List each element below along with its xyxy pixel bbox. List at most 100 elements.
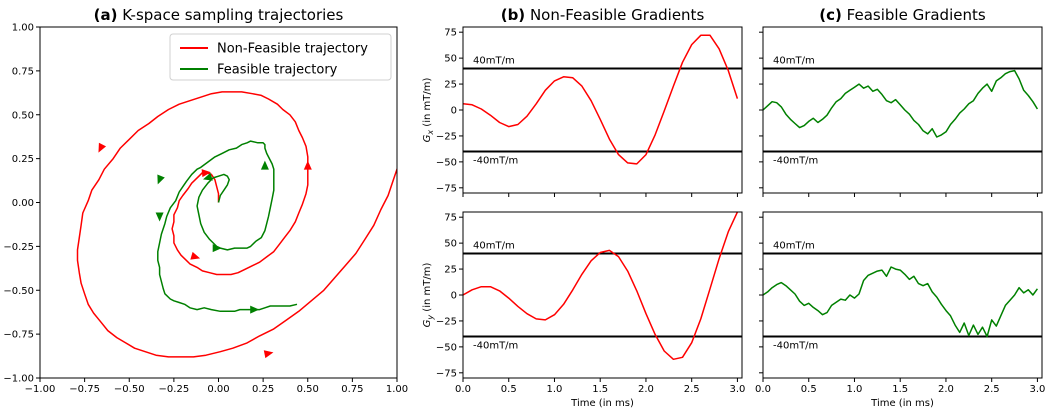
chart-title-text: Feasible Gradients bbox=[842, 6, 986, 24]
x-tick-label: 0.5 bbox=[501, 384, 517, 395]
x-tick-label: −0.50 bbox=[114, 384, 145, 395]
x-axis-label: Time (in ms) bbox=[870, 398, 934, 409]
direction-arrow bbox=[155, 212, 164, 222]
x-axis-label: Time (in ms) bbox=[570, 398, 634, 409]
y-axis-label-subscript: y bbox=[426, 315, 435, 321]
reference-line-label: -40mT/m bbox=[473, 156, 518, 167]
y-tick-label: −25 bbox=[436, 316, 457, 327]
x-tick-label: 0.50 bbox=[297, 384, 319, 395]
reference-line-label: 40mT/m bbox=[473, 56, 515, 67]
chart-title: (c) Feasible Gradients bbox=[819, 6, 986, 24]
y-tick-label: 0 bbox=[451, 291, 457, 302]
chart-title-panel-letter: (a) bbox=[94, 6, 118, 24]
x-tick-label: −0.25 bbox=[159, 384, 190, 395]
direction-arrow bbox=[201, 169, 211, 178]
direction-arrow bbox=[263, 350, 274, 359]
legend: Non-Feasible trajectory Feasible trajecto… bbox=[169, 33, 392, 81]
reference-line-label: -40mT/m bbox=[773, 156, 818, 167]
direction-arrow bbox=[157, 174, 165, 185]
x-tick-label: 1.00 bbox=[386, 384, 408, 395]
x-tick-label: 0.75 bbox=[341, 384, 363, 395]
direction-arrow bbox=[260, 160, 269, 170]
y-axis-label-symbol: G bbox=[422, 319, 433, 327]
chart-title-text: K-space sampling trajectories bbox=[118, 6, 344, 24]
x-tick-label: 0.0 bbox=[755, 384, 771, 395]
legend-box bbox=[169, 33, 392, 81]
chart-title-panel-letter: (b) bbox=[501, 6, 525, 24]
y-tick-label: −25 bbox=[436, 131, 457, 142]
x-tick-label: 1.5 bbox=[592, 384, 608, 395]
direction-arrow bbox=[303, 160, 312, 170]
x-tick-label: 2.5 bbox=[684, 384, 700, 395]
series-line bbox=[76, 91, 397, 358]
direction-arrow bbox=[203, 172, 213, 181]
y-tick-label: −75 bbox=[436, 183, 457, 194]
x-tick-label: 0.0 bbox=[455, 384, 471, 395]
y-axis-label-units: (in mT/m) bbox=[422, 263, 433, 315]
figure-layer: −1.00 −0.75 −0.50 −0.25 0.00 0.25 0.50 0.75 1.00… bbox=[3, 6, 1045, 409]
chart-title-panel-letter: (c) bbox=[819, 6, 842, 24]
series-line bbox=[157, 140, 298, 313]
x-tick-label: −0.75 bbox=[69, 384, 100, 395]
series-group bbox=[763, 266, 1039, 338]
series-group bbox=[463, 212, 739, 361]
reference-line-label: 40mT/m bbox=[773, 56, 815, 67]
y-axis-label-units: (in mT/m) bbox=[422, 78, 433, 130]
x-tick-label: 1.0 bbox=[847, 384, 863, 395]
chart-b-top: 40mT/m -40mT/m −75 −50 −25 0 25 50 75 (b) Non-Fea… bbox=[422, 6, 743, 197]
x-tick-label: 2.0 bbox=[938, 384, 954, 395]
series-group bbox=[463, 34, 739, 165]
chart-title: (a) K-space sampling trajectories bbox=[94, 6, 344, 24]
y-tick-label: 25 bbox=[444, 265, 457, 276]
y-tick-label: 0.25 bbox=[12, 154, 34, 165]
x-tick-label: 2.5 bbox=[984, 384, 1000, 395]
y-axis-label-symbol: G bbox=[422, 134, 433, 142]
y-tick-label: −0.25 bbox=[3, 242, 34, 253]
x-tick-label: 2.0 bbox=[638, 384, 654, 395]
y-tick-label: 0 bbox=[451, 106, 457, 117]
y-axis-label-subscript: x bbox=[426, 130, 435, 136]
y-tick-label: −0.75 bbox=[3, 330, 34, 341]
y-tick-label: −50 bbox=[436, 342, 457, 353]
y-tick-label: 50 bbox=[444, 54, 457, 65]
series-line bbox=[463, 212, 739, 361]
x-tick-label: 3.0 bbox=[729, 384, 745, 395]
chart-title-text: Non-Feasible Gradients bbox=[525, 6, 704, 24]
x-tick-label: 1.0 bbox=[547, 384, 563, 395]
reference-line-label: 40mT/m bbox=[473, 241, 515, 252]
chart-c-bottom: 40mT/m -40mT/m 0.0 0.5 1.0 1.5 2.0 2.5 3.0 Time (… bbox=[755, 211, 1045, 409]
legend-entry: Non-Feasible trajectory bbox=[217, 42, 368, 57]
legend-entry: Feasible trajectory bbox=[217, 63, 338, 78]
series-line bbox=[763, 69, 1039, 138]
y-axis-label: Gx (in mT/m) bbox=[422, 78, 435, 143]
y-tick-label: 75 bbox=[444, 213, 457, 224]
direction-arrow bbox=[250, 305, 260, 314]
y-tick-label: 0.00 bbox=[12, 198, 34, 209]
y-tick-label: 1.00 bbox=[12, 23, 34, 34]
y-tick-label: −50 bbox=[436, 157, 457, 168]
chart-c-top: 40mT/m -40mT/m (c) Feasible Gradients bbox=[759, 6, 1043, 197]
y-tick-label: −0.50 bbox=[3, 286, 34, 297]
y-tick-label: 0.75 bbox=[12, 66, 34, 77]
chart-a: −1.00 −0.75 −0.50 −0.25 0.00 0.25 0.50 0.75 1.00… bbox=[3, 6, 408, 395]
reference-line-label: -40mT/m bbox=[773, 341, 818, 352]
x-tick-label: 0.5 bbox=[801, 384, 817, 395]
x-tick-label: 0.00 bbox=[207, 384, 229, 395]
y-tick-label: −1.00 bbox=[3, 374, 34, 385]
series-group bbox=[76, 91, 397, 359]
series-line bbox=[763, 266, 1039, 338]
reference-line-label: 40mT/m bbox=[773, 241, 815, 252]
direction-arrow bbox=[98, 142, 107, 153]
y-tick-label: 75 bbox=[444, 28, 457, 39]
y-tick-label: 25 bbox=[444, 80, 457, 91]
x-tick-label: 3.0 bbox=[1029, 384, 1045, 395]
y-axis-label: Gy (in mT/m) bbox=[422, 263, 435, 328]
y-tick-label: −75 bbox=[436, 368, 457, 379]
chart-b-bottom: 40mT/m -40mT/m 0.0 0.5 1.0 1.5 2.0 2.5 3.0 −75 −50… bbox=[422, 211, 745, 409]
series-group bbox=[763, 69, 1039, 138]
x-tick-label: 1.5 bbox=[892, 384, 908, 395]
direction-arrow bbox=[190, 251, 201, 260]
series-line bbox=[463, 34, 739, 165]
x-tick-label: −1.00 bbox=[25, 384, 56, 395]
